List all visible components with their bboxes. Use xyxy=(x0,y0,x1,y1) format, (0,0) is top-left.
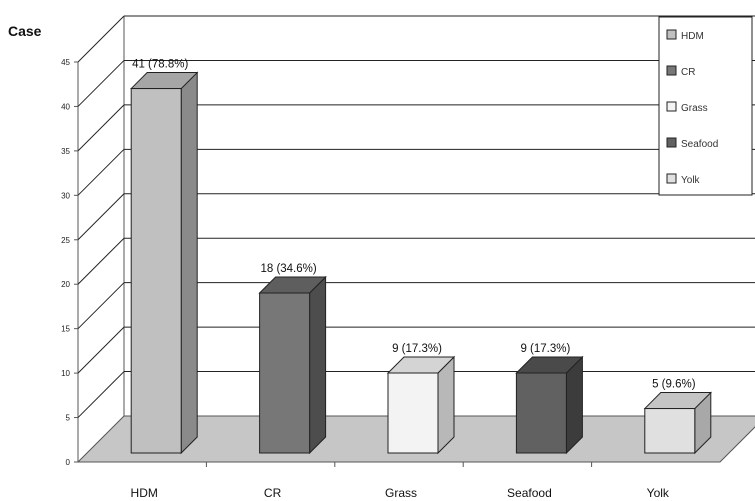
bar-side xyxy=(565,355,583,455)
legend: HDM CR Grass Seafood Yolk xyxy=(658,16,753,196)
y-tick-label: 40 xyxy=(61,102,70,111)
data-label: 18 (34.6%) xyxy=(260,263,316,275)
y-tick-label: 45 xyxy=(61,58,70,67)
data-label: 9 (17.3%) xyxy=(520,343,570,355)
legend-entry-label: Seafood xyxy=(681,139,718,150)
gridline-side xyxy=(77,148,125,196)
bar-seafood xyxy=(515,355,584,455)
legend-swatch xyxy=(666,29,677,40)
legend-swatch xyxy=(666,137,677,148)
gridline-side xyxy=(77,282,125,330)
gridline-side xyxy=(77,237,125,285)
bar-side xyxy=(309,275,327,455)
legend-entry-label: CR xyxy=(681,67,695,78)
legend-entry-label: Grass xyxy=(681,103,708,114)
bar-front xyxy=(130,88,182,454)
data-label: 9 (17.3%) xyxy=(392,343,442,355)
bar-hdm xyxy=(129,71,199,455)
data-label: 5 (9.6%) xyxy=(652,379,696,391)
bar-front xyxy=(387,372,439,454)
bar-yolk xyxy=(643,391,713,455)
y-tick-label: 0 xyxy=(66,458,71,467)
bar-side xyxy=(437,355,455,455)
y-tick-label: 15 xyxy=(61,325,70,334)
gridline-side xyxy=(77,371,125,418)
bar-front xyxy=(259,292,311,454)
y-axis-ticks: 0 5 10 15 20 25 30 35 40 45 xyxy=(61,58,78,467)
data-label: 41 (78.8%) xyxy=(132,59,188,71)
gridline-side xyxy=(77,104,125,152)
bar-cr xyxy=(258,275,327,455)
y-axis-label: Case xyxy=(8,23,42,39)
x-tick-label: CR xyxy=(264,486,282,500)
bar-front xyxy=(644,408,696,454)
gridline-side xyxy=(77,60,125,107)
y-tick-label: 5 xyxy=(66,414,71,423)
legend-swatch xyxy=(666,101,677,112)
legend-entry-label: Yolk xyxy=(681,175,701,186)
bar-grass xyxy=(386,355,456,455)
y-tick-label: 20 xyxy=(61,280,70,289)
gridline-side xyxy=(77,15,125,63)
x-axis-tick-labels: HDM CR Grass Seafood Yolk xyxy=(131,462,670,500)
x-tick-label: Grass xyxy=(385,486,417,500)
bar-side xyxy=(180,71,198,455)
legend-swatch xyxy=(666,173,677,184)
bar-front xyxy=(515,372,567,454)
legend-entry-label: HDM xyxy=(681,31,704,42)
gridline-side xyxy=(77,193,125,241)
y-tick-label: 30 xyxy=(61,191,70,200)
y-tick-label: 35 xyxy=(61,147,70,156)
legend-swatch xyxy=(666,65,677,76)
x-tick-label: Yolk xyxy=(647,486,670,500)
y-tick-label: 10 xyxy=(61,369,70,378)
gridline-side xyxy=(77,326,125,374)
x-tick-label: HDM xyxy=(131,486,158,500)
y-tick-label: 25 xyxy=(61,236,70,245)
data-labels: 41 (78.8%) 18 (34.6%) 9 (17.3%) 9 (17.3%) 5 … xyxy=(132,59,696,391)
x-tick-label: Seafood xyxy=(507,486,552,500)
bars xyxy=(129,71,713,455)
